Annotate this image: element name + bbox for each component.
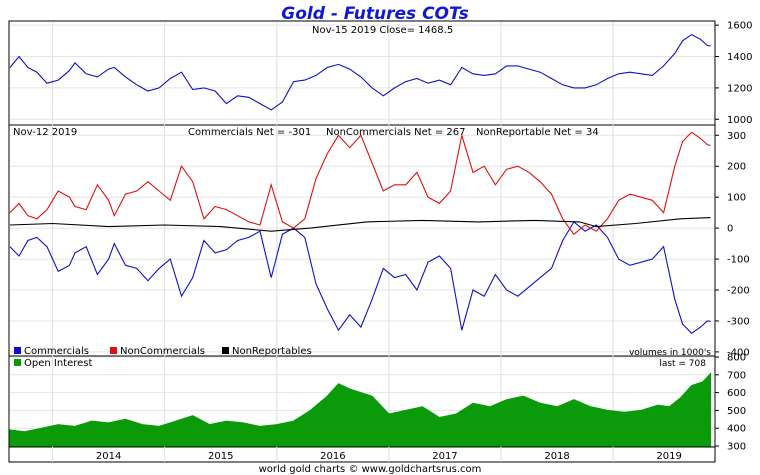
legend-commercials: Commercials [24, 346, 89, 357]
y-tick-label: 400 [727, 424, 746, 435]
series-line-price [9, 33, 711, 111]
legend-swatch-open-interest [14, 359, 21, 366]
y-tick-label: 500 [727, 406, 746, 417]
series-area-open-interest [9, 372, 712, 447]
y-tick-label: 1000 [727, 115, 752, 126]
chart-title: Gold - Futures COTs [281, 4, 468, 24]
series-line-nonreportables [9, 217, 711, 232]
y-tick-label: 0 [727, 224, 733, 235]
x-tick-label: 2015 [208, 451, 233, 462]
legend-swatch-noncommercials [110, 347, 117, 354]
y-tick-label: -400 [727, 347, 750, 358]
commercials-net-label: Commercials Net = -301 [188, 127, 311, 138]
y-tick-label: 200 [727, 162, 746, 173]
y-tick-label: 1600 [727, 21, 752, 32]
open-interest-label: Open Interest [24, 358, 93, 369]
y-tick-label: 300 [727, 131, 746, 142]
cot-date-label: Nov-12 2019 [13, 127, 77, 138]
xaxis-frame [8, 446, 716, 463]
chart-footer: world gold charts © www.goldchartsrus.co… [259, 464, 482, 475]
legend-noncommercials: NonCommercials [120, 346, 205, 357]
y-tick-label: 1200 [727, 83, 752, 94]
last-value-label: last = 708 [659, 359, 706, 369]
legend-swatch-nonreportables [222, 347, 229, 354]
price-panel-frame [8, 20, 716, 126]
series-line-noncommercials [9, 131, 711, 236]
noncommercials-net-label: NonCommercials Net = 267 [326, 127, 466, 138]
y-tick-label: 1400 [727, 52, 752, 63]
legend-nonreportables: NonReportables [232, 346, 312, 357]
nonreportable-net-label: NonReportable Net = 34 [476, 127, 599, 138]
y-tick-label: 100 [727, 193, 746, 204]
x-tick-label: 2019 [656, 451, 681, 462]
y-tick-label: 600 [727, 388, 746, 399]
x-tick-label: 2018 [544, 451, 569, 462]
y-tick-label: -100 [727, 255, 750, 266]
x-tick-label: 2016 [320, 451, 345, 462]
y-tick-label: 800 [727, 353, 746, 364]
x-tick-label: 2017 [432, 451, 457, 462]
y-tick-label: -200 [727, 286, 750, 297]
legend-swatch-commercials [14, 347, 21, 354]
series-line-commercials [9, 221, 711, 335]
y-tick-label: 300 [727, 442, 746, 453]
y-tick-label: -300 [727, 316, 750, 327]
volumes-note: volumes in 1000's [629, 348, 711, 358]
y-tick-label: 700 [727, 370, 746, 381]
price-panel-header: Nov-15 2019 Close= 1468.5 [312, 25, 453, 36]
x-tick-label: 2014 [96, 451, 121, 462]
